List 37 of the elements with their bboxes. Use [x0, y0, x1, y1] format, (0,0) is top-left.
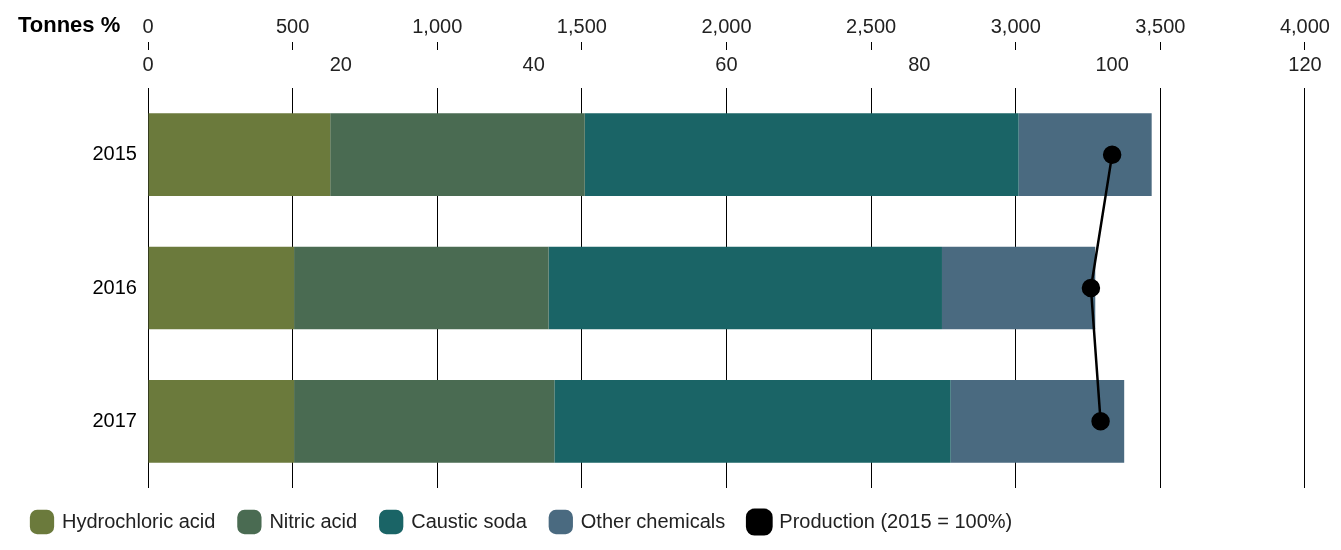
text: Tonnes % — [18, 12, 121, 38]
x-tick-label: 2,000 — [701, 14, 752, 37]
x2-tick-label: 40 — [522, 52, 545, 75]
legend-label: Other chemicals — [580, 509, 726, 532]
bar — [548, 246, 942, 330]
x2-tick-label: 60 — [715, 52, 738, 75]
x-tick-label: 500 — [275, 14, 310, 37]
bar — [294, 380, 555, 463]
y-tick-label: 2017 — [92, 408, 137, 431]
y-tick-label: 2015 — [92, 142, 137, 165]
legend-label: Hydrochloric acid — [62, 509, 216, 532]
x2-tick-label: 120 — [1288, 52, 1322, 75]
x-tick-label: 1,500 — [556, 14, 607, 37]
bar — [294, 246, 549, 330]
x2-tick-label: 20 — [329, 52, 352, 75]
legend-label: Caustic soda — [411, 509, 528, 532]
x-tick-label: 0 — [142, 14, 154, 37]
bar — [950, 380, 1125, 463]
x-tick-label: 4,000 — [1279, 14, 1331, 37]
bar — [584, 113, 1019, 196]
bar — [941, 246, 1096, 330]
x2-tick-label: 80 — [908, 52, 931, 75]
bar — [148, 246, 295, 330]
legend-label: Production (2015 = 100%) — [779, 509, 1013, 532]
bar — [554, 380, 951, 463]
bar — [148, 113, 331, 196]
x2-tick-label: 0 — [142, 52, 154, 75]
x-tick-label: 3,000 — [990, 14, 1041, 37]
bar — [330, 113, 585, 196]
legend-label: Nitric acid — [269, 509, 358, 532]
x2-tick-label: 100 — [1095, 52, 1129, 75]
bar — [148, 380, 295, 463]
x-tick-label: 2,500 — [846, 14, 897, 37]
y-tick-label: 2016 — [92, 275, 137, 298]
x-tick-label: 3,500 — [1135, 14, 1186, 37]
bar — [1018, 113, 1152, 196]
x-tick-label: 1,000 — [412, 14, 463, 37]
